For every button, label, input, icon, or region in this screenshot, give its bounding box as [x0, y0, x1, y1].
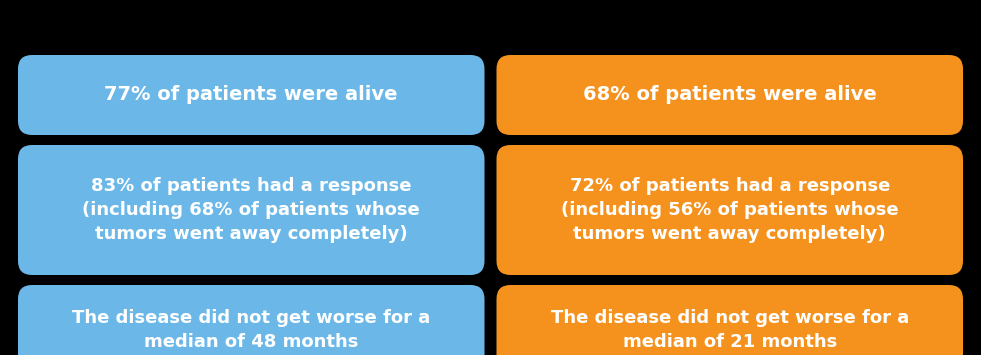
FancyBboxPatch shape	[496, 55, 963, 135]
Text: 68% of patients were alive: 68% of patients were alive	[583, 86, 877, 104]
Text: The disease did not get worse for a
median of 21 months: The disease did not get worse for a medi…	[550, 309, 908, 351]
FancyBboxPatch shape	[496, 285, 963, 355]
FancyBboxPatch shape	[18, 145, 485, 275]
FancyBboxPatch shape	[18, 55, 485, 135]
Text: 77% of patients were alive: 77% of patients were alive	[105, 86, 398, 104]
FancyBboxPatch shape	[496, 145, 963, 275]
Text: The disease did not get worse for a
median of 48 months: The disease did not get worse for a medi…	[73, 309, 431, 351]
Text: 83% of patients had a response
(including 68% of patients whose
tumors went away: 83% of patients had a response (includin…	[82, 177, 420, 243]
FancyBboxPatch shape	[18, 285, 485, 355]
Text: 72% of patients had a response
(including 56% of patients whose
tumors went away: 72% of patients had a response (includin…	[561, 177, 899, 243]
